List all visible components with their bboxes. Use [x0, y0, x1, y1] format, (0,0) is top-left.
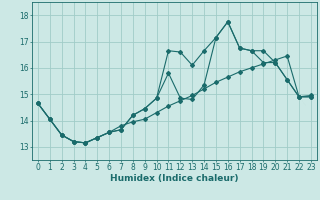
- X-axis label: Humidex (Indice chaleur): Humidex (Indice chaleur): [110, 174, 239, 183]
